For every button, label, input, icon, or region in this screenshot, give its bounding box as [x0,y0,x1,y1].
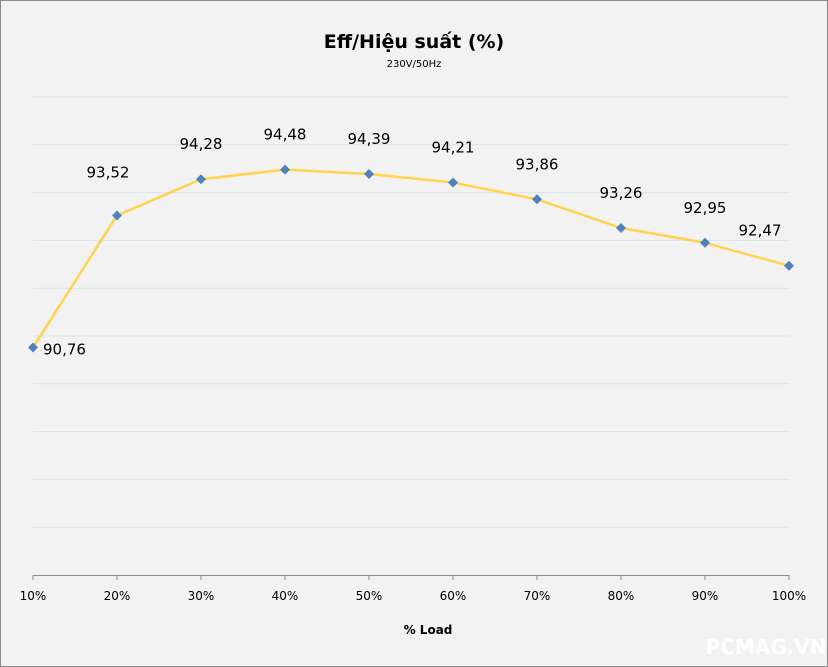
chart-subtitle: 230V/50Hz [387,59,442,70]
data-point [280,164,290,175]
data-label: 94,28 [180,135,223,153]
x-tick-label: 70% [524,589,551,603]
x-tick-label: 100% [772,589,806,603]
x-tick-label: 90% [692,589,719,603]
data-label: 94,39 [348,130,391,148]
watermark-logo: PCMAG.VN [706,635,827,659]
data-point [532,194,542,205]
data-point [616,222,626,233]
data-label: 92,47 [739,222,782,240]
x-axis-title: % Load [404,623,453,637]
data-point [700,237,710,248]
x-tick-label: 40% [272,589,299,603]
x-tick-label: 50% [356,589,383,603]
chart-title: Eff/Hiệu suất (%) [324,30,505,53]
data-label: 90,76 [43,340,86,358]
data-point [28,342,38,353]
data-label: 93,86 [516,155,559,173]
data-label: 92,95 [684,199,727,217]
series-line [31,168,790,349]
data-label: 94,48 [264,126,307,144]
x-tick-label: 30% [188,589,215,603]
data-label: 93,52 [87,164,130,182]
x-tick-label: 80% [608,589,635,603]
data-point [196,174,206,185]
data-label: 94,21 [432,139,475,157]
data-point [784,260,794,271]
x-tick-label: 20% [104,589,131,603]
data-point [448,177,458,188]
x-tick-label: 10% [20,589,47,603]
x-tick-label: 60% [440,589,467,603]
data-point [112,210,122,221]
data-label: 93,26 [600,184,643,202]
data-point [364,168,374,179]
